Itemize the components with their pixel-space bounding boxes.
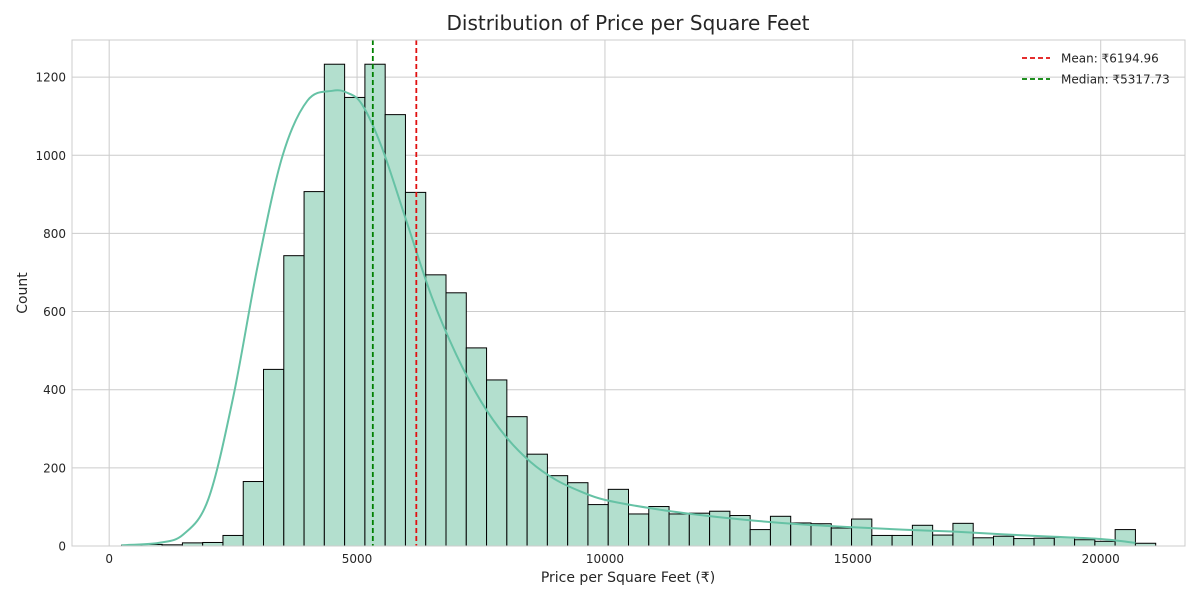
histogram-bar (425, 274, 447, 547)
kde-curve (121, 89, 1136, 547)
legend-mean-label: Mean: ₹6194.96 (1061, 52, 1159, 66)
x-tick-label: 20000 (1082, 552, 1120, 566)
reference-lines (371, 40, 418, 546)
histogram-bar (486, 379, 508, 547)
histogram-bar (648, 506, 670, 547)
chart-title: Distribution of Price per Square Feet (446, 11, 809, 35)
histogram-bar (891, 534, 913, 547)
histogram-bar (952, 522, 974, 547)
histogram-bar (607, 488, 630, 547)
x-tick-label: 5000 (342, 552, 373, 566)
histogram-bar (567, 482, 589, 547)
y-tick-labels: 0 200 400 600 800 1000 1200 (35, 71, 66, 554)
y-tick-label: 800 (43, 227, 66, 241)
histogram-bar (790, 522, 812, 547)
histogram-bar (506, 416, 528, 547)
y-tick-label: 200 (43, 461, 66, 475)
y-tick-label: 600 (43, 305, 66, 319)
histogram-bar (1074, 539, 1096, 547)
histogram-bar (546, 475, 569, 547)
histogram-bar (911, 524, 934, 547)
legend-median-label: Median: ₹5317.73 (1061, 73, 1170, 87)
y-tick-label: 1200 (35, 71, 66, 85)
y-axis-label: Count (15, 272, 31, 314)
histogram-bar (344, 96, 366, 547)
x-tick-label: 15000 (834, 552, 872, 566)
histogram-bar (364, 63, 386, 547)
x-axis-label: Price per Square Feet (₹) (541, 570, 715, 586)
histogram-bar (1114, 529, 1136, 547)
histogram-bar (587, 504, 609, 547)
histogram-bar (769, 515, 792, 547)
axes-frame (71, 39, 1186, 547)
histogram-bar (1094, 540, 1116, 547)
x-tick-labels: 0 5000 10000 15000 20000 (105, 552, 1119, 566)
histogram-bar (1033, 537, 1055, 547)
histogram-bar (830, 527, 853, 547)
x-tick-label: 10000 (586, 552, 624, 566)
legend: Mean: ₹6194.96 Median: ₹5317.73 (1022, 52, 1170, 87)
histogram-bar (445, 292, 467, 547)
histogram-bar (263, 368, 285, 547)
histogram-bar (972, 537, 994, 547)
kde-line (121, 89, 1136, 547)
histogram-bar (688, 512, 711, 547)
histogram-bar (871, 534, 893, 547)
histogram-bar (1013, 538, 1035, 547)
histogram-bars (121, 63, 1157, 547)
histogram-bar (242, 481, 265, 547)
histogram-bar (202, 541, 224, 547)
histogram-bar (749, 529, 771, 547)
histogram-bar (323, 63, 346, 547)
histogram-bar (384, 114, 406, 547)
histogram-bar (810, 523, 832, 547)
histogram-bar (668, 513, 690, 547)
y-tick-label: 1000 (35, 149, 66, 163)
histogram-bar (851, 518, 873, 547)
histogram-bar (1053, 536, 1076, 547)
histogram-bar (932, 534, 954, 547)
y-tick-label: 400 (43, 383, 66, 397)
histogram-bar (465, 347, 488, 547)
grid-lines (72, 40, 1185, 547)
histogram-bar (303, 191, 325, 547)
histogram-bar (222, 534, 244, 547)
x-tick-label: 0 (105, 552, 113, 566)
histogram-bar (283, 255, 305, 547)
y-tick-label: 0 (58, 540, 66, 554)
histogram-bar (628, 513, 650, 547)
histogram-bar (992, 535, 1015, 547)
